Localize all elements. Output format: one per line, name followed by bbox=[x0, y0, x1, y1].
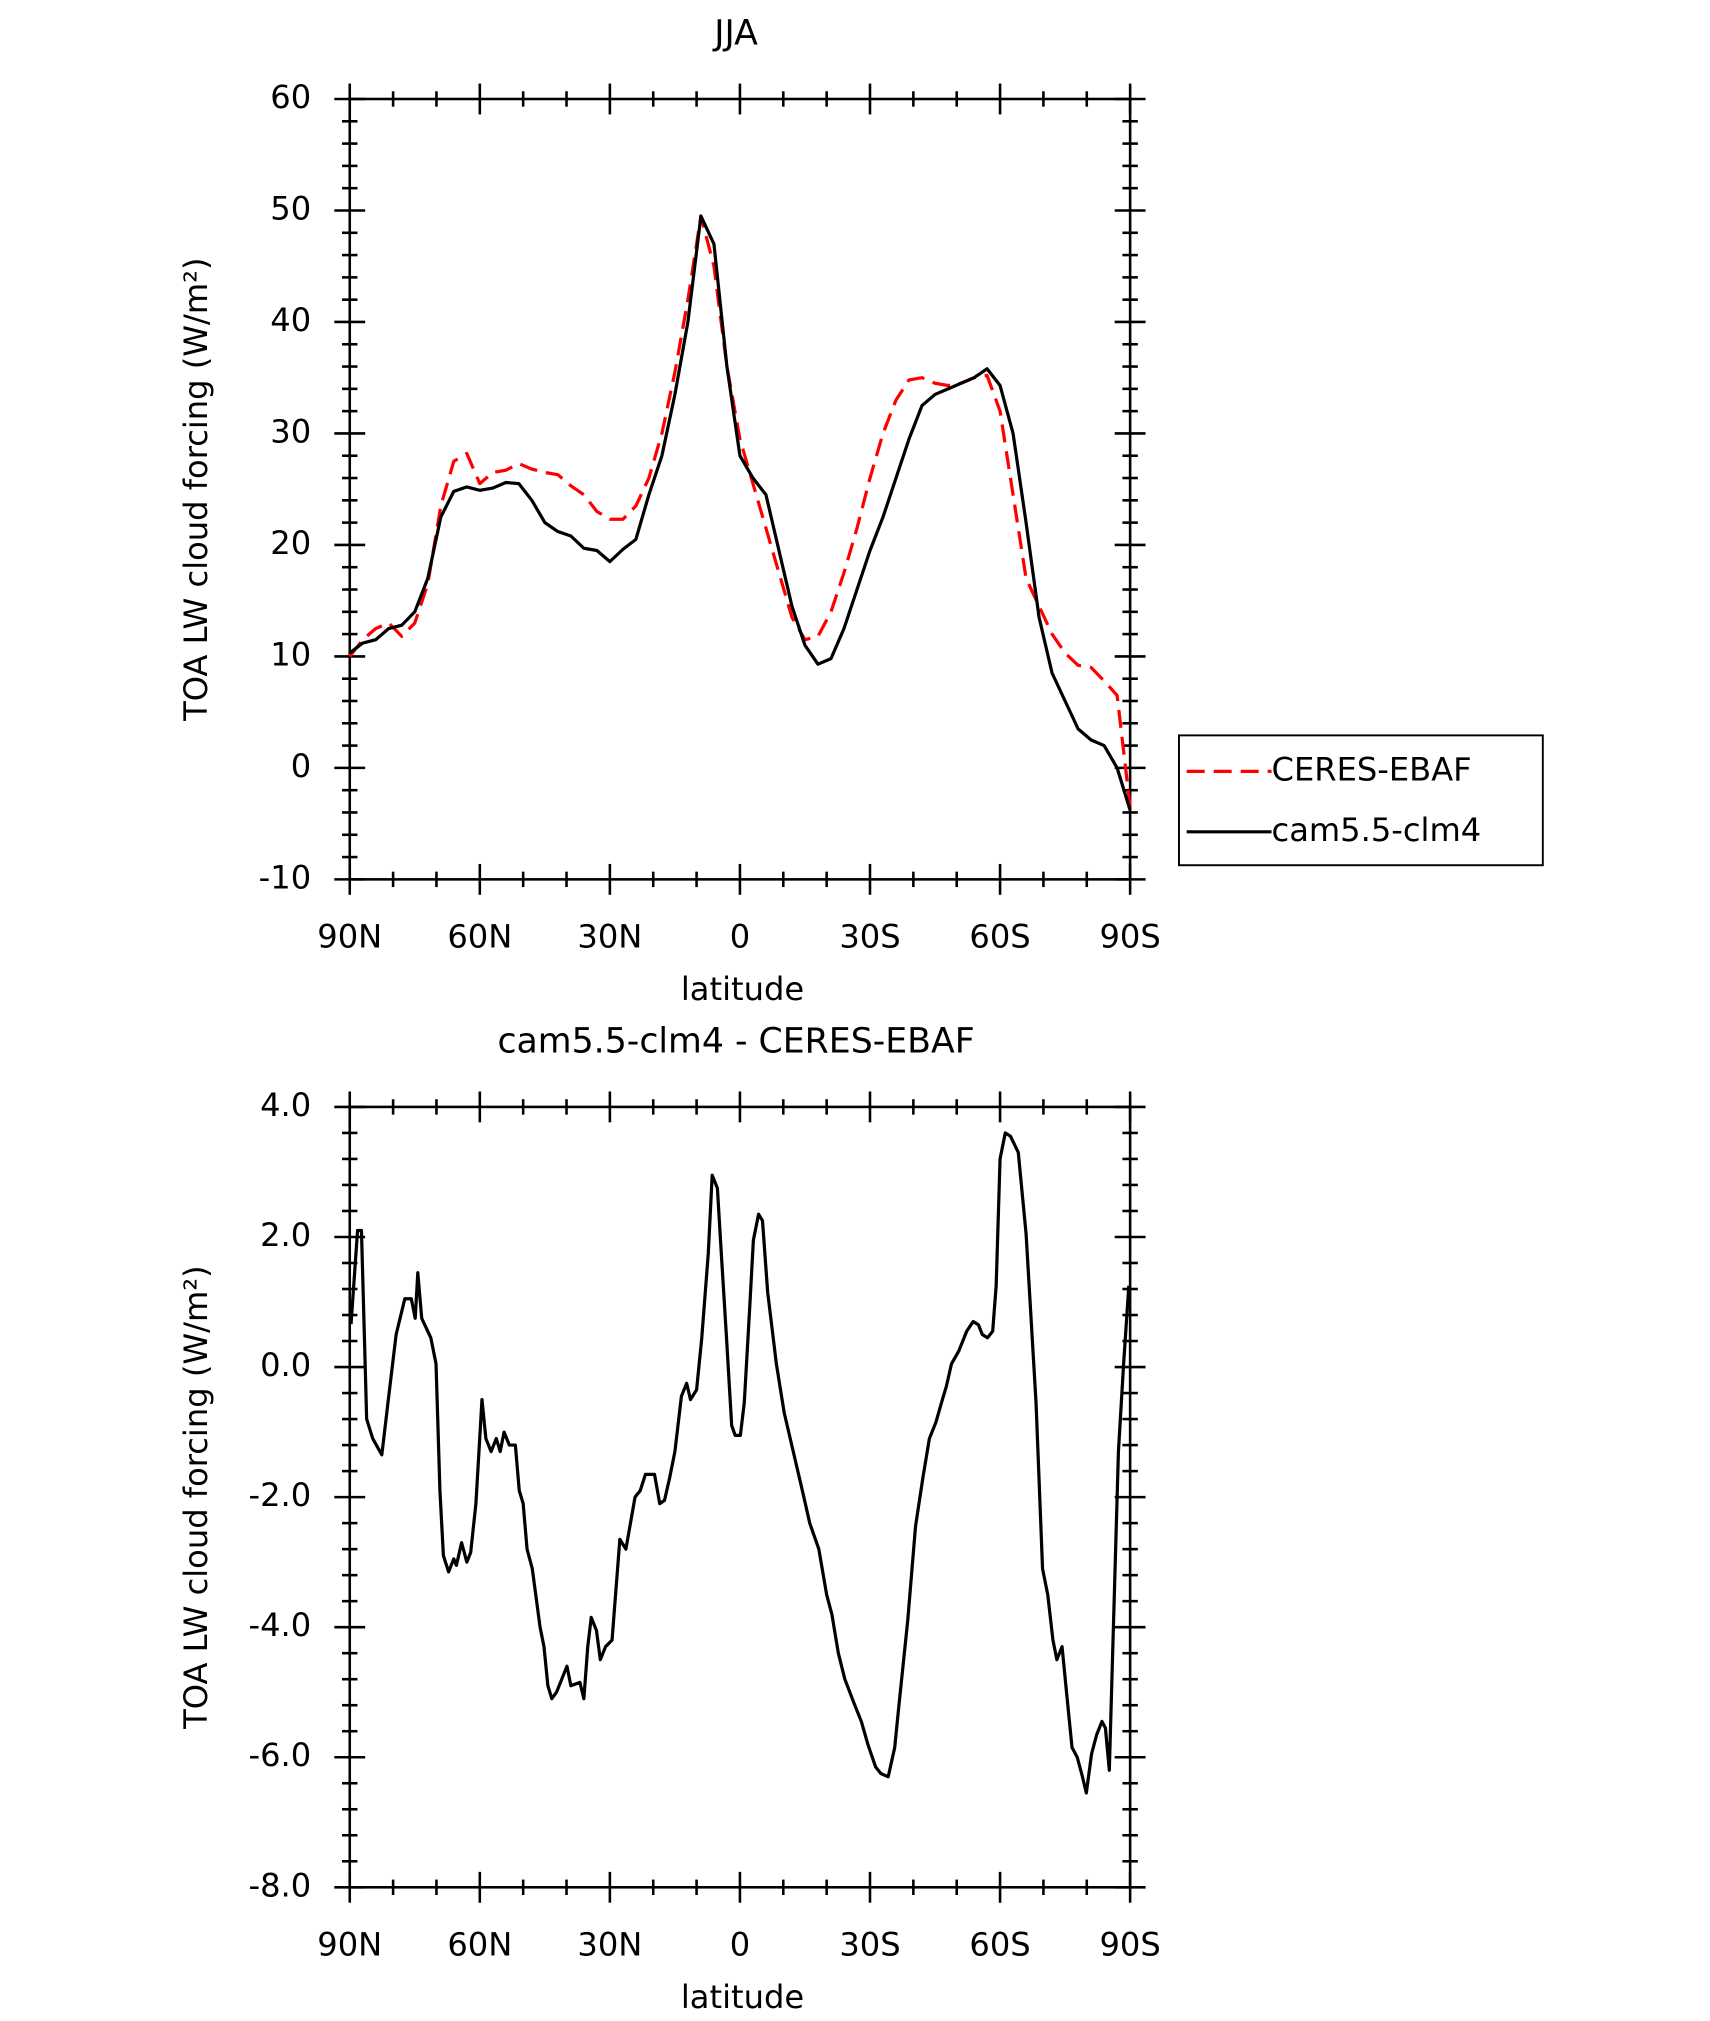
y-tick-label: 20 bbox=[270, 524, 311, 562]
data-line bbox=[348, 214, 1132, 808]
x-tick-label: 0 bbox=[730, 1925, 750, 1963]
chart-title: JJA bbox=[712, 14, 758, 54]
y-tick-label: 50 bbox=[270, 189, 311, 227]
y-tick-label: 30 bbox=[270, 412, 311, 450]
legend-box bbox=[1178, 734, 1544, 867]
x-tick-label: 30S bbox=[839, 918, 900, 956]
x-tick-label: 0 bbox=[730, 918, 750, 956]
y-tick-label: 2.0 bbox=[260, 1216, 311, 1254]
legend-label: CERES-EBAF bbox=[1272, 750, 1472, 788]
y-tick-label: -4.0 bbox=[248, 1606, 311, 1644]
x-tick-label: 60S bbox=[969, 918, 1030, 956]
y-axis-label: TOA LW cloud forcing (W/m²) bbox=[177, 257, 215, 722]
y-tick-label: -10 bbox=[259, 858, 311, 896]
y-tick-label: -6.0 bbox=[248, 1736, 311, 1774]
x-tick-label: 90S bbox=[1099, 1925, 1160, 1963]
x-axis-label: latitude bbox=[681, 1978, 804, 2016]
y-tick-label: 0.0 bbox=[260, 1346, 311, 1384]
y-axis-label: TOA LW cloud forcing (W/m²) bbox=[177, 1265, 215, 1730]
x-tick-label: 90N bbox=[317, 918, 382, 956]
y-tick-label: 4.0 bbox=[260, 1086, 311, 1124]
x-tick-label: 60N bbox=[447, 918, 512, 956]
y-tick-label: 40 bbox=[270, 301, 311, 339]
data-line bbox=[348, 214, 1132, 811]
x-tick-label: 90S bbox=[1099, 918, 1160, 956]
x-tick-label: 90N bbox=[317, 1925, 382, 1963]
y-tick-label: 10 bbox=[270, 635, 311, 673]
x-tick-label: 30N bbox=[577, 1925, 642, 1963]
x-tick-label: 60N bbox=[447, 1925, 512, 1963]
legend-label: cam5.5-clm4 bbox=[1272, 811, 1482, 849]
x-axis-label: latitude bbox=[681, 970, 804, 1008]
data-line bbox=[349, 1131, 1131, 1795]
x-tick-label: 30N bbox=[577, 918, 642, 956]
y-tick-label: -8.0 bbox=[248, 1866, 311, 1904]
y-tick-label: 0 bbox=[291, 747, 311, 785]
y-tick-label: 60 bbox=[270, 78, 311, 116]
x-tick-label: 60S bbox=[969, 1925, 1030, 1963]
y-tick-label: -2.0 bbox=[248, 1476, 311, 1514]
plot-frame bbox=[348, 1105, 1132, 1889]
x-tick-label: 30S bbox=[839, 1925, 900, 1963]
chart-title: cam5.5-clm4 - CERES-EBAF bbox=[497, 1022, 974, 1062]
